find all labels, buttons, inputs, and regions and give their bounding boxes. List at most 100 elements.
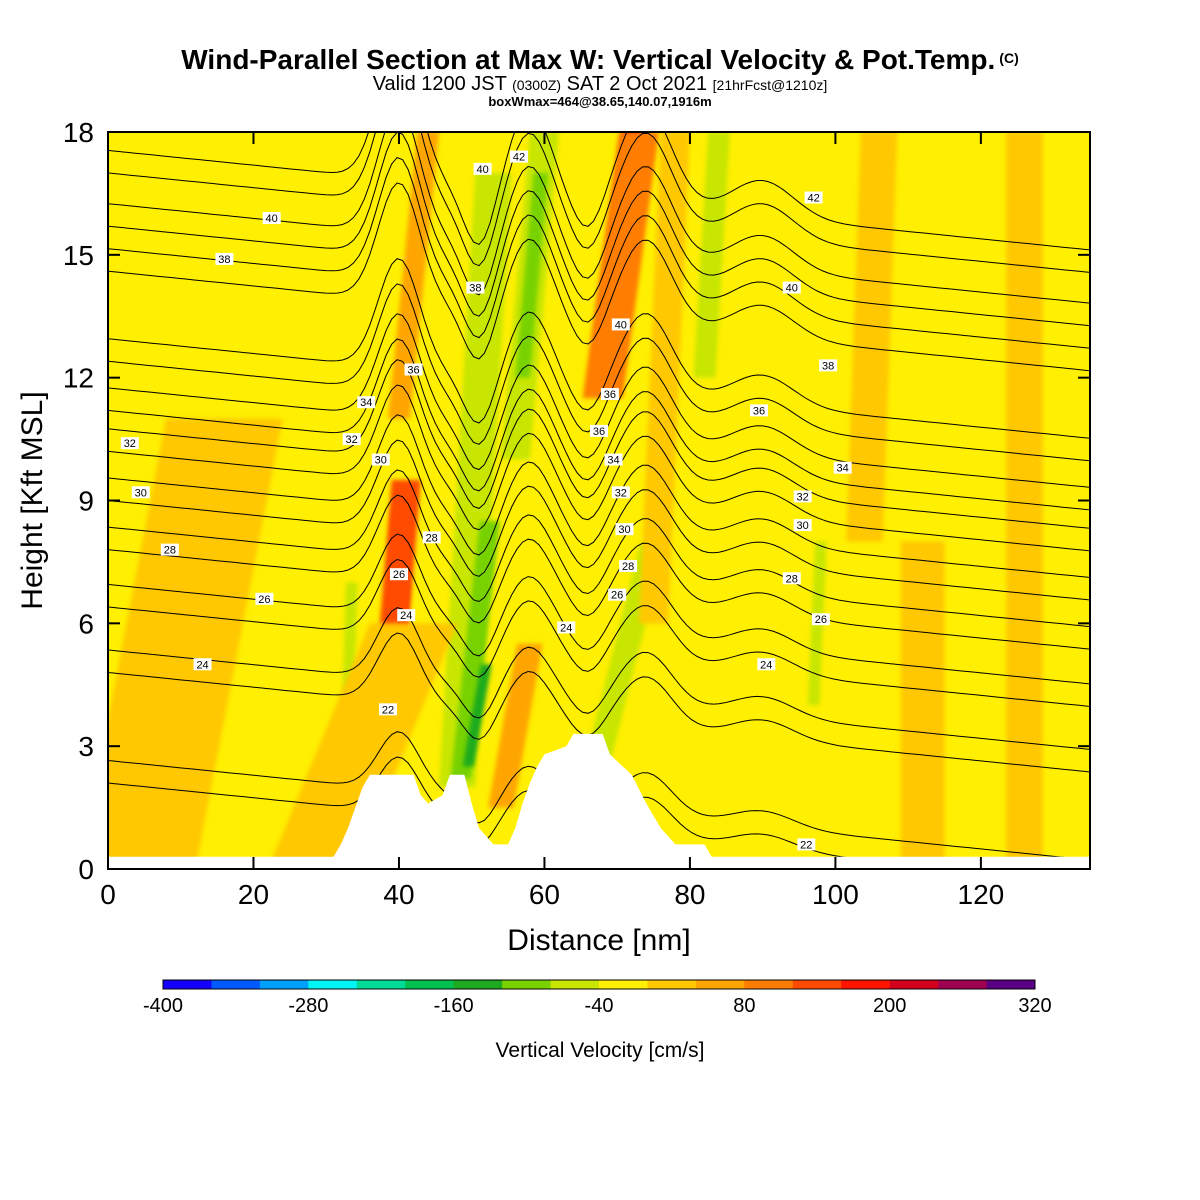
isentrope-42 — [108, 132, 1090, 251]
contour-label-36: 36 — [750, 404, 769, 417]
isentrope-24 — [108, 607, 1090, 750]
contour-label-34: 34 — [833, 461, 852, 475]
terrain — [108, 733, 1090, 869]
contour-label-text: 36 — [593, 426, 605, 438]
colorbar-swatch — [695, 980, 745, 989]
chart-subtitle-box: boxWmax=464@38.65,140.07,1916m — [488, 94, 712, 109]
contour-label-26: 26 — [255, 592, 274, 606]
contour-label-text: 24 — [196, 659, 208, 671]
y-tick-label: 15 — [63, 240, 94, 271]
colorbar: -400 -280 -160 -40 80 200 320 Vertical Velocity… — [143, 979, 1052, 1062]
x-tick-label: 80 — [674, 879, 705, 910]
isentrope-34 — [108, 338, 1090, 511]
contour-label-22: 22 — [379, 703, 398, 716]
contour-label-text: 38 — [822, 360, 834, 372]
plot-area: 22 24 26 28 30 32 34 36 38 40 42 40 38 32 30 28 26 24 24 26… — [108, 132, 1090, 869]
colorbar-swatch — [356, 980, 406, 989]
contour-label-24: 24 — [757, 658, 776, 671]
contour-label-bg — [397, 609, 416, 622]
contour-label-bg — [371, 453, 390, 466]
contour-label-28: 28 — [160, 543, 179, 557]
contour-label-bg — [811, 613, 830, 626]
x-tick-label: 100 — [812, 879, 859, 910]
colorbar-frame — [162, 979, 1036, 990]
contour-label-bg — [793, 519, 812, 532]
contour-label-bg — [357, 396, 376, 409]
contour-label-text: 36 — [753, 405, 765, 417]
contour-label-38: 38 — [466, 281, 485, 295]
contour-label-36: 36 — [590, 424, 608, 438]
contour-label-bg — [833, 461, 852, 474]
colorbar-swatch — [259, 980, 309, 989]
title-text: Wind-Parallel Section at Max W: Vertical… — [181, 44, 996, 75]
contour-label-38: 38 — [215, 252, 234, 266]
x-tick-label: 120 — [958, 879, 1005, 910]
contour-label-28: 28 — [619, 560, 638, 573]
velocity-plume-6 — [438, 172, 512, 788]
contour-label-bg — [793, 490, 812, 503]
isentrope-28 — [108, 494, 1090, 650]
contour-label-bg — [797, 838, 816, 851]
contour-label-42: 42 — [509, 150, 528, 164]
contour-label-text: 36 — [407, 364, 419, 376]
contour-label-bg — [379, 703, 398, 716]
colorbar-swatch — [744, 980, 794, 989]
contour-label-24: 24 — [397, 609, 416, 622]
x-tick-label: 40 — [383, 879, 414, 910]
contour-label-bg — [120, 437, 139, 450]
contour-label-28: 28 — [422, 531, 441, 544]
colorbar-swatch — [599, 980, 648, 989]
contour-label-text: 28 — [786, 573, 798, 585]
contour-label-text: 30 — [618, 524, 630, 536]
contour-label-text: 40 — [786, 283, 798, 295]
colorbar-swatch — [405, 980, 455, 989]
subtitle-forecast: [21hrFcst@1210z] — [712, 77, 828, 93]
colorbar-tick-label: -160 — [434, 995, 474, 1017]
x-axis-label: Distance [nm] — [507, 924, 690, 957]
contour-label-bg — [608, 588, 627, 601]
contour-label-bg — [611, 318, 630, 331]
y-tick-label: 9 — [78, 486, 94, 517]
velocity-plume-8 — [462, 664, 492, 767]
contour-label-bg — [389, 568, 408, 581]
colorbar-swatch — [986, 980, 1036, 989]
contour-label-34: 34 — [357, 396, 376, 409]
colorbar-swatch — [308, 980, 358, 989]
velocity-plume-20 — [1006, 132, 1043, 869]
contour-label-text: 32 — [615, 487, 627, 499]
contour-label-40: 40 — [611, 318, 630, 331]
contour-label-40: 40 — [473, 162, 492, 176]
velocity-plume-19 — [900, 541, 945, 869]
velocity-plume-21 — [846, 132, 898, 542]
copyright-mark: (C) — [999, 50, 1019, 66]
isentrope-32 — [108, 359, 1090, 529]
colorbar-swatch — [163, 980, 212, 989]
contour-label-text: 42 — [807, 193, 819, 205]
y-tick-label: 6 — [78, 608, 94, 639]
contour-label-text: 32 — [346, 434, 358, 446]
velocity-plume-16 — [268, 623, 458, 869]
y-axis-label: Height [Kft MSL] — [16, 391, 49, 609]
contour-label-bg — [131, 486, 150, 499]
subtitle-valid: Valid 1200 JST — [372, 73, 507, 95]
contour-label-text: 22 — [382, 704, 394, 716]
velocity-plume-12 — [693, 132, 730, 378]
contour-label-32: 32 — [611, 486, 630, 499]
isentrope-24 — [108, 632, 1090, 773]
contour-label-text: 42 — [513, 152, 525, 164]
y-tick-label: 18 — [63, 117, 94, 148]
x-tick-label: 0 — [100, 879, 116, 910]
contour-label-bg — [422, 531, 441, 544]
colorbar-swatch — [502, 980, 552, 989]
contour-label-26: 26 — [811, 613, 830, 626]
colorbar-swatch — [792, 980, 842, 989]
contour-label-24: 24 — [193, 658, 212, 671]
colorbar-swatch — [211, 980, 261, 989]
contour-label-bg — [557, 621, 576, 634]
contour-label-bg — [160, 543, 179, 556]
colorbar-swatch — [841, 980, 891, 989]
contour-label-bg — [262, 211, 281, 224]
contour-label-26: 26 — [608, 588, 627, 602]
